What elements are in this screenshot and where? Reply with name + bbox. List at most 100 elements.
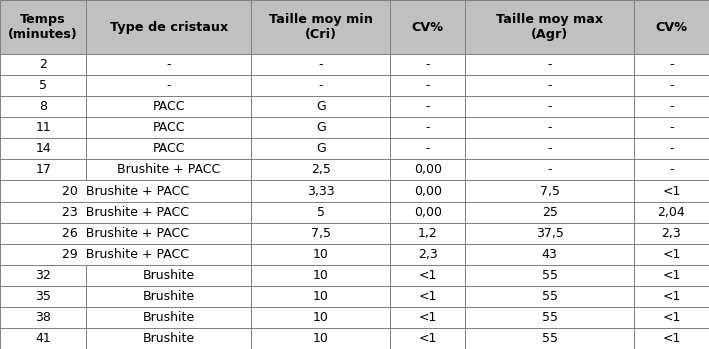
Bar bbox=[634, 328, 709, 349]
Text: G: G bbox=[316, 100, 325, 113]
Bar bbox=[251, 0, 390, 54]
Text: 10: 10 bbox=[313, 248, 329, 261]
Bar bbox=[251, 328, 390, 349]
Bar bbox=[390, 159, 465, 180]
Text: CV%: CV% bbox=[412, 21, 444, 34]
Text: 26  Brushite + PACC: 26 Brushite + PACC bbox=[62, 227, 189, 240]
Bar bbox=[465, 117, 634, 138]
Bar bbox=[390, 328, 465, 349]
Text: 41: 41 bbox=[35, 332, 51, 345]
Text: 43: 43 bbox=[542, 248, 557, 261]
Bar bbox=[251, 96, 390, 117]
Bar bbox=[634, 54, 709, 75]
Bar bbox=[0, 307, 86, 328]
Bar bbox=[465, 138, 634, 159]
Bar bbox=[0, 180, 251, 201]
Bar bbox=[390, 244, 465, 265]
Bar bbox=[251, 244, 390, 265]
Text: -: - bbox=[669, 58, 674, 71]
Text: 38: 38 bbox=[35, 311, 51, 324]
Text: <1: <1 bbox=[662, 185, 681, 198]
Text: <1: <1 bbox=[662, 290, 681, 303]
Bar bbox=[465, 307, 634, 328]
Text: -: - bbox=[167, 58, 171, 71]
Text: 29  Brushite + PACC: 29 Brushite + PACC bbox=[62, 248, 189, 261]
Bar bbox=[0, 117, 86, 138]
Bar bbox=[390, 54, 465, 75]
Bar bbox=[86, 138, 251, 159]
Bar bbox=[0, 202, 251, 223]
Text: 14: 14 bbox=[35, 142, 51, 155]
Text: <1: <1 bbox=[662, 269, 681, 282]
Text: 5: 5 bbox=[39, 79, 47, 92]
Text: -: - bbox=[669, 100, 674, 113]
Text: 3,33: 3,33 bbox=[307, 185, 335, 198]
Bar bbox=[86, 328, 251, 349]
Text: Brushite: Brushite bbox=[143, 290, 195, 303]
Text: 10: 10 bbox=[313, 290, 329, 303]
Text: 1,2: 1,2 bbox=[418, 227, 437, 240]
Bar bbox=[465, 54, 634, 75]
Text: -: - bbox=[318, 79, 323, 92]
Bar bbox=[465, 96, 634, 117]
Text: -: - bbox=[167, 79, 171, 92]
Text: PACC: PACC bbox=[152, 121, 185, 134]
Bar bbox=[390, 307, 465, 328]
Text: -: - bbox=[547, 121, 552, 134]
Bar bbox=[634, 159, 709, 180]
Bar bbox=[0, 54, 86, 75]
Text: 0,00: 0,00 bbox=[413, 206, 442, 218]
Bar bbox=[251, 265, 390, 286]
Text: 2,3: 2,3 bbox=[661, 227, 681, 240]
Text: 7,5: 7,5 bbox=[311, 227, 330, 240]
Bar bbox=[0, 75, 86, 96]
Text: 55: 55 bbox=[542, 269, 557, 282]
Text: 8: 8 bbox=[39, 100, 47, 113]
Bar bbox=[634, 96, 709, 117]
Bar bbox=[465, 244, 634, 265]
Bar bbox=[465, 265, 634, 286]
Text: Temps
(minutes): Temps (minutes) bbox=[9, 13, 78, 41]
Bar bbox=[86, 75, 251, 96]
Text: G: G bbox=[316, 142, 325, 155]
Bar bbox=[634, 0, 709, 54]
Bar bbox=[390, 138, 465, 159]
Bar bbox=[390, 286, 465, 307]
Bar bbox=[0, 138, 86, 159]
Bar bbox=[390, 202, 465, 223]
Bar bbox=[86, 265, 251, 286]
Bar bbox=[251, 286, 390, 307]
Text: Brushite + PACC: Brushite + PACC bbox=[117, 163, 220, 177]
Bar bbox=[634, 244, 709, 265]
Text: -: - bbox=[669, 163, 674, 177]
Text: -: - bbox=[425, 58, 430, 71]
Bar bbox=[634, 307, 709, 328]
Text: -: - bbox=[547, 58, 552, 71]
Text: -: - bbox=[425, 142, 430, 155]
Bar bbox=[0, 159, 86, 180]
Bar bbox=[251, 180, 390, 201]
Text: <1: <1 bbox=[418, 269, 437, 282]
Text: -: - bbox=[547, 142, 552, 155]
Bar bbox=[0, 286, 86, 307]
Bar bbox=[390, 180, 465, 201]
Text: -: - bbox=[669, 142, 674, 155]
Bar bbox=[465, 75, 634, 96]
Text: G: G bbox=[316, 121, 325, 134]
Bar bbox=[634, 223, 709, 244]
Bar bbox=[251, 54, 390, 75]
Bar bbox=[634, 286, 709, 307]
Text: <1: <1 bbox=[662, 332, 681, 345]
Text: <1: <1 bbox=[662, 248, 681, 261]
Bar bbox=[390, 223, 465, 244]
Text: 20  Brushite + PACC: 20 Brushite + PACC bbox=[62, 185, 189, 198]
Text: <1: <1 bbox=[418, 311, 437, 324]
Bar bbox=[390, 265, 465, 286]
Text: -: - bbox=[318, 58, 323, 71]
Text: 2,04: 2,04 bbox=[658, 206, 686, 218]
Bar bbox=[251, 75, 390, 96]
Bar bbox=[465, 202, 634, 223]
Bar bbox=[251, 117, 390, 138]
Bar bbox=[86, 96, 251, 117]
Bar bbox=[634, 138, 709, 159]
